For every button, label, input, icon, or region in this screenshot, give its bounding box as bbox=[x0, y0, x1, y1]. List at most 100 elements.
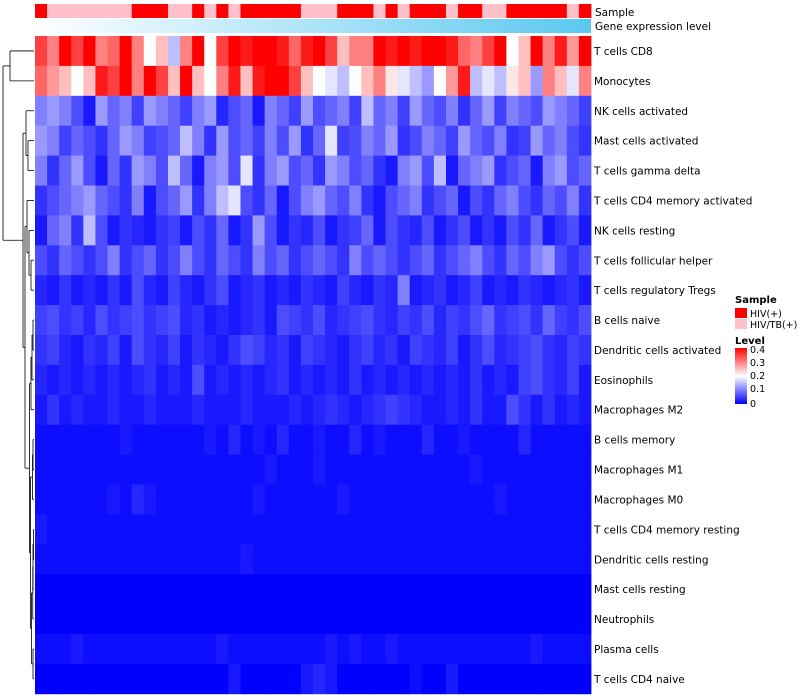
heatmap-cell-r2-c21 bbox=[288, 95, 302, 127]
heatmap-cell-r5-c39 bbox=[506, 185, 519, 216]
heatmap-cell-r3-c22 bbox=[300, 125, 314, 156]
heatmap-cell-r4-c41 bbox=[530, 155, 544, 186]
heatmap-cell-r21-c10 bbox=[155, 663, 169, 695]
sample-cell-45 bbox=[578, 4, 592, 18]
heatmap-cell-r2-c37 bbox=[482, 95, 495, 127]
heatmap-cell-r9-c16 bbox=[228, 305, 241, 336]
heatmap-cell-r6-c5 bbox=[95, 215, 108, 246]
heatmap-cell-r3-c11 bbox=[167, 125, 181, 156]
heatmap-cell-r19-c28 bbox=[373, 604, 386, 635]
heatmap-cell-r1-c25 bbox=[337, 65, 350, 97]
heatmap-cell-r11-c7 bbox=[119, 364, 133, 396]
heatmap-cell-r4-c11 bbox=[167, 155, 181, 186]
heatmap-cell-r20-c40 bbox=[518, 634, 531, 665]
heatmap-cell-r7-c17 bbox=[240, 245, 253, 276]
heatmap-cell-r0-c43 bbox=[554, 36, 568, 67]
heatmap-cell-r9-c8 bbox=[131, 305, 145, 336]
heatmap-cell-r10-c26 bbox=[349, 335, 362, 366]
heatmap-cell-r5-c14 bbox=[204, 185, 217, 216]
heatmap-cell-r4-c22 bbox=[300, 155, 314, 186]
heatmap-cell-r2-c39 bbox=[506, 95, 519, 127]
heatmap-cell-r1-c18 bbox=[252, 65, 266, 97]
heatmap-cell-r7-c14 bbox=[204, 245, 217, 276]
heatmap-cell-r8-c15 bbox=[216, 275, 229, 306]
heatmap-cell-r15-c20 bbox=[276, 484, 290, 515]
heatmap-cell-r1-c32 bbox=[421, 65, 435, 97]
heatmap-cell-r5-c43 bbox=[554, 185, 568, 216]
heatmap-cell-r18-c13 bbox=[192, 574, 205, 605]
heatmap-cell-r15-c18 bbox=[252, 484, 266, 515]
heatmap-cell-r4-c24 bbox=[325, 155, 338, 186]
heatmap-cell-r3-c31 bbox=[409, 125, 423, 156]
heatmap-cell-r14-c14 bbox=[204, 454, 217, 485]
heatmap-cell-r14-c24 bbox=[325, 454, 338, 485]
heatmap-cell-r11-c9 bbox=[143, 364, 157, 396]
sample-cell-17 bbox=[240, 4, 253, 18]
heatmap-cell-r18-c14 bbox=[204, 574, 217, 605]
heatmap-cell-r7-c21 bbox=[288, 245, 302, 276]
heatmap-cell-r18-c5 bbox=[95, 574, 108, 605]
heatmap-cell-r9-c26 bbox=[349, 305, 362, 336]
heatmap-cell-r16-c25 bbox=[337, 514, 350, 545]
heatmap-cell-r10-c27 bbox=[361, 335, 374, 366]
row-dendrogram bbox=[2, 50, 34, 680]
heatmap-cell-r16-c38 bbox=[494, 514, 507, 545]
heatmap-cell-r7-c24 bbox=[325, 245, 338, 276]
heatmap-cell-r10-c3 bbox=[71, 335, 84, 366]
heatmap-cell-r21-c30 bbox=[397, 663, 411, 695]
heatmap-cell-r17-c11 bbox=[167, 544, 181, 575]
heatmap-cell-r6-c40 bbox=[518, 215, 531, 246]
heatmap-cell-r2-c8 bbox=[131, 95, 145, 127]
sample-cell-21 bbox=[288, 4, 302, 18]
heatmap-cell-r1-c16 bbox=[228, 65, 241, 97]
heatmap-cell-r0-c21 bbox=[288, 36, 302, 67]
heatmap-cell-r7-c19 bbox=[264, 245, 278, 276]
heatmap-cell-r17-c28 bbox=[373, 544, 386, 575]
heatmap-cell-r16-c6 bbox=[107, 514, 121, 545]
heatmap-cell-r14-c27 bbox=[361, 454, 374, 485]
heatmap-cell-r0-c19 bbox=[264, 36, 278, 67]
heatmap-cell-r18-c3 bbox=[71, 574, 84, 605]
heatmap-cell-r13-c5 bbox=[95, 424, 108, 455]
heatmap-cell-r12-c16 bbox=[228, 394, 241, 426]
heatmap-cell-r12-c2 bbox=[59, 394, 72, 426]
heatmap-cell-r5-c41 bbox=[530, 185, 544, 216]
heatmap-cell-r18-c11 bbox=[167, 574, 181, 605]
heatmap-cell-r11-c32 bbox=[421, 364, 435, 396]
heatmap-cell-r16-c3 bbox=[71, 514, 84, 545]
heatmap-cell-r14-c44 bbox=[566, 454, 580, 485]
heatmap-cell-r16-c45 bbox=[578, 514, 592, 545]
heatmap-cell-r14-c10 bbox=[155, 454, 169, 485]
row-label-21: T cells CD4 naive bbox=[593, 674, 685, 686]
heatmap-cell-r5-c21 bbox=[288, 185, 302, 216]
heatmap-cell-r7-c12 bbox=[180, 245, 193, 276]
heatmap-cell-r7-c40 bbox=[518, 245, 531, 276]
heatmap-cell-r8-c34 bbox=[445, 275, 459, 306]
heatmap-cell-r0-c27 bbox=[361, 36, 374, 67]
heatmap-cell-r8-c36 bbox=[470, 275, 483, 306]
heatmap-cell-r6-c32 bbox=[421, 215, 435, 246]
row-label-15: Macrophages M0 bbox=[594, 494, 683, 506]
heatmap-cell-r18-c15 bbox=[216, 574, 229, 605]
heatmap-cell-r19-c37 bbox=[482, 604, 495, 635]
heatmap-cell-r12-c15 bbox=[216, 394, 229, 426]
heatmap-cell-r19-c13 bbox=[192, 604, 205, 635]
heatmap-cell-r5-c27 bbox=[361, 185, 374, 216]
heatmap-cell-r9-c17 bbox=[240, 305, 253, 336]
heatmap-cell-r4-c27 bbox=[361, 155, 374, 186]
heatmap-cell-r1-c45 bbox=[578, 65, 592, 97]
heatmap-cell-r6-c26 bbox=[349, 215, 362, 246]
sample-cell-32 bbox=[421, 4, 435, 18]
heatmap-cell-r5-c37 bbox=[482, 185, 495, 216]
heatmap-cell-r0-c45 bbox=[578, 36, 592, 67]
heatmap-cell-r5-c0 bbox=[35, 185, 48, 216]
heatmap-cell-r17-c37 bbox=[482, 544, 495, 575]
heatmap-cell-r3-c16 bbox=[228, 125, 241, 156]
heatmap-cell-r6-c4 bbox=[83, 215, 96, 246]
row-label-12: Macrophages M2 bbox=[594, 405, 683, 417]
heatmap-cell-r20-c34 bbox=[445, 634, 459, 665]
heatmap-cell-r19-c7 bbox=[119, 604, 133, 635]
heatmap-cell-r21-c17 bbox=[240, 663, 253, 695]
row-label-20: Plasma cells bbox=[594, 644, 659, 656]
heatmap-cell-r2-c29 bbox=[385, 95, 399, 127]
